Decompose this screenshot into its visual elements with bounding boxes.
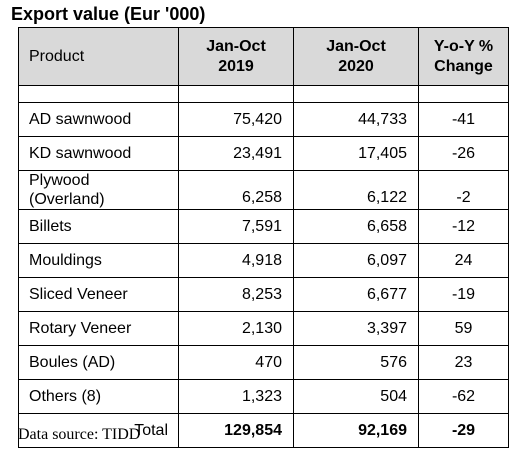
value-2020-cell: 504 — [293, 379, 419, 414]
header-product: Product — [18, 27, 179, 86]
yoy-cell: -62 — [418, 379, 509, 414]
product-cell: AD sawnwood — [18, 102, 179, 137]
product-cell: Billets — [18, 209, 179, 244]
spacer-row — [18, 85, 509, 103]
table-row: AD sawnwood 75,420 44,733 -41 — [18, 102, 509, 137]
value-2019-cell: 8,253 — [178, 277, 294, 312]
total-2019: 129,854 — [178, 413, 294, 448]
table-row: KD sawnwood 23,491 17,405 -26 — [18, 136, 509, 171]
value-2019-cell: 23,491 — [178, 136, 294, 171]
header-yoy: Y-o-Y % Change — [418, 27, 509, 86]
header-row: Product Jan-Oct 2019 Jan-Oct 2020 Y-o-Y … — [18, 27, 509, 86]
table-row: Plywood (Overland) 6,258 6,122 -2 — [18, 170, 509, 210]
value-2019-cell: 2,130 — [178, 311, 294, 346]
product-cell: Boules (AD) — [18, 345, 179, 380]
table-row: Sliced Veneer 8,253 6,677 -19 — [18, 277, 509, 312]
header-yoy-line1: Y-o-Y % — [433, 37, 494, 55]
value-2020-cell: 17,405 — [293, 136, 419, 171]
header-2019-line2: 2019 — [218, 57, 254, 75]
total-2020: 92,169 — [293, 413, 419, 448]
table-row: Others (8) 1,323 504 -62 — [18, 379, 509, 414]
table-row: Rotary Veneer 2,130 3,397 59 — [18, 311, 509, 346]
value-2019-cell: 4,918 — [178, 243, 294, 278]
header-2019-line1: Jan-Oct — [206, 37, 266, 55]
product-cell: Plywood (Overland) — [18, 170, 179, 210]
yoy-cell: -26 — [418, 136, 509, 171]
value-2020-cell: 6,122 — [293, 170, 419, 210]
value-2019-cell: 1,323 — [178, 379, 294, 414]
yoy-cell: 23 — [418, 345, 509, 380]
total-label: Total — [18, 413, 179, 448]
yoy-cell: -2 — [418, 170, 509, 210]
product-line2: (Overland) — [29, 191, 105, 208]
value-2020-cell: 6,097 — [293, 243, 419, 278]
yoy-cell: -19 — [418, 277, 509, 312]
header-2019: Jan-Oct 2019 — [178, 27, 294, 86]
header-2020: Jan-Oct 2020 — [293, 27, 419, 86]
table-row: Boules (AD) 470 576 23 — [18, 345, 509, 380]
header-2020-line1: Jan-Oct — [326, 37, 386, 55]
value-2019-cell: 75,420 — [178, 102, 294, 137]
value-2019-cell: 470 — [178, 345, 294, 380]
yoy-cell: 24 — [418, 243, 509, 278]
header-2020-line2: 2020 — [338, 57, 374, 75]
header-yoy-line2: Change — [434, 57, 493, 75]
value-2020-cell: 6,658 — [293, 209, 419, 244]
total-yoy: -29 — [418, 413, 509, 448]
table-title: Export value (Eur '000) — [11, 4, 206, 24]
export-value-table: Product Jan-Oct 2019 Jan-Oct 2020 Y-o-Y … — [18, 27, 509, 448]
yoy-cell: 59 — [418, 311, 509, 346]
data-source-note: Data source: TIDD — [18, 426, 141, 443]
value-2019-cell: 6,258 — [178, 170, 294, 210]
product-cell: Sliced Veneer — [18, 277, 179, 312]
yoy-cell: -12 — [418, 209, 509, 244]
yoy-cell: -41 — [418, 102, 509, 137]
value-2020-cell: 3,397 — [293, 311, 419, 346]
table-row: Billets 7,591 6,658 -12 — [18, 209, 509, 244]
table-row: Mouldings 4,918 6,097 24 — [18, 243, 509, 278]
total-row: Total 129,854 92,169 -29 — [18, 413, 509, 448]
product-cell: KD sawnwood — [18, 136, 179, 171]
product-cell: Mouldings — [18, 243, 179, 278]
product-cell: Rotary Veneer — [18, 311, 179, 346]
value-2020-cell: 6,677 — [293, 277, 419, 312]
value-2019-cell: 7,591 — [178, 209, 294, 244]
value-2020-cell: 44,733 — [293, 102, 419, 137]
product-line1: Plywood — [29, 172, 90, 189]
product-cell: Others (8) — [18, 379, 179, 414]
value-2020-cell: 576 — [293, 345, 419, 380]
